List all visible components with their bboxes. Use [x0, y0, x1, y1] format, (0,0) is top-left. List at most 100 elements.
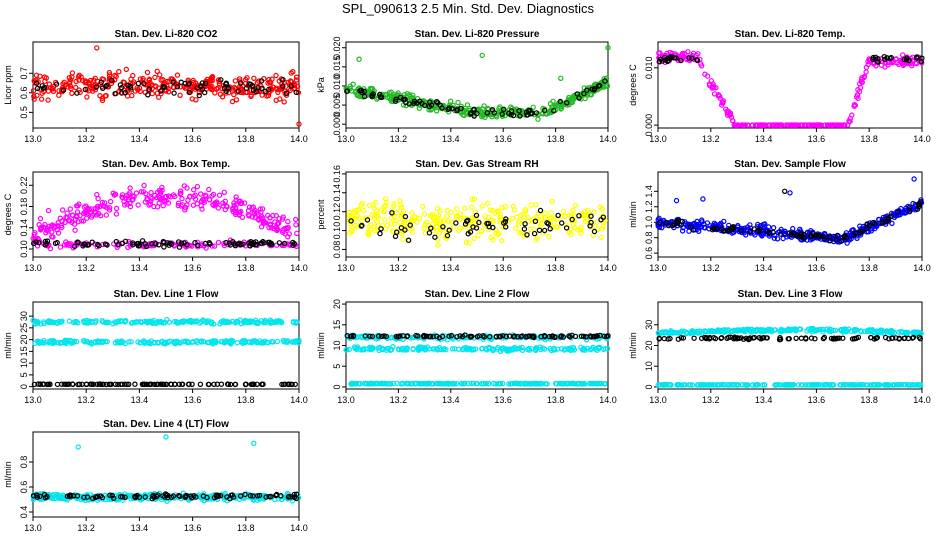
- data-point: [103, 212, 110, 218]
- data-point: [399, 230, 405, 237]
- data-point: [719, 226, 725, 233]
- data-point: [679, 218, 686, 225]
- data-point: [463, 239, 469, 245]
- data-point: [157, 196, 164, 203]
- data-point: [273, 212, 279, 219]
- data-point: [281, 99, 287, 105]
- data-point: [129, 240, 136, 246]
- data-point: [502, 203, 508, 210]
- data-point: [281, 240, 288, 247]
- data-point: [231, 200, 237, 206]
- y-axis-label: ml/min: [628, 332, 638, 359]
- chart-title: Stan. Dev. Line 1 Flow: [114, 289, 219, 300]
- x-tick-label: 13.4: [442, 395, 460, 405]
- data-point: [106, 69, 113, 76]
- data-point: [33, 72, 40, 79]
- data-point: [421, 211, 428, 217]
- data-point: [546, 233, 552, 240]
- x-tick-label: 14.0: [599, 395, 617, 405]
- data-point: [114, 244, 120, 250]
- data-point: [350, 81, 356, 87]
- data-point: [155, 94, 162, 100]
- y-axis-label: degrees C: [3, 193, 13, 235]
- data-point: [493, 230, 499, 236]
- y-tick-label: 30: [19, 311, 29, 321]
- data-point: [154, 204, 161, 210]
- data-point: [524, 232, 530, 238]
- data-point: [95, 195, 101, 202]
- data-point: [171, 84, 177, 91]
- data-point: [698, 63, 705, 69]
- data-point: [389, 210, 395, 216]
- data-point: [197, 191, 204, 197]
- data-point: [528, 202, 534, 208]
- data-point: [679, 228, 686, 234]
- data-point: [798, 335, 805, 341]
- y-tick-label: 0.8: [19, 456, 29, 469]
- data-point: [241, 200, 248, 206]
- data-point: [909, 62, 915, 69]
- plot-frame: [657, 301, 923, 390]
- data-point: [222, 198, 228, 204]
- y-tick-label: 15: [332, 320, 342, 330]
- data-point: [264, 93, 270, 99]
- data-point: [382, 217, 388, 223]
- data-point: [288, 70, 294, 76]
- y-axis-label: ml/min: [316, 332, 326, 359]
- data-point: [274, 227, 280, 234]
- y-axis-label: Licor ppm: [3, 65, 13, 105]
- data-point: [137, 88, 143, 95]
- data-point: [490, 224, 496, 231]
- data-point: [479, 203, 485, 209]
- outlier-point: [479, 52, 485, 59]
- x-tick-label: 14.0: [290, 395, 308, 405]
- data-point: [123, 66, 130, 73]
- data-point: [510, 112, 517, 119]
- data-point: [572, 202, 578, 209]
- data-point: [116, 68, 122, 75]
- data-point: [667, 54, 674, 60]
- data-point: [851, 232, 857, 238]
- data-point: [439, 105, 445, 111]
- data-point: [428, 102, 435, 108]
- data-point: [738, 228, 744, 234]
- data-point: [517, 113, 523, 119]
- y-tick-label: 10: [644, 361, 654, 371]
- data-point: [203, 193, 209, 199]
- data-point: [161, 244, 167, 250]
- data-point: [770, 224, 777, 231]
- data-point: [906, 208, 913, 215]
- data-point: [475, 232, 481, 238]
- y-tick-label: 0.22: [19, 177, 29, 195]
- data-point: [174, 72, 181, 78]
- data-point: [446, 219, 452, 225]
- y-tick-label: 0.6: [19, 481, 29, 494]
- data-point: [366, 229, 372, 236]
- data-point: [199, 206, 205, 212]
- data-point: [790, 225, 796, 232]
- data-point: [895, 211, 902, 218]
- x-tick-label: 13.4: [131, 395, 149, 405]
- data-point: [175, 239, 182, 245]
- data-point: [171, 242, 178, 248]
- data-point: [402, 227, 408, 233]
- data-point: [78, 218, 85, 224]
- data-point: [687, 224, 694, 230]
- x-tick-label: 13.2: [390, 395, 408, 405]
- data-point: [54, 227, 60, 233]
- data-point: [99, 85, 106, 92]
- y-tick-label: 20: [644, 340, 654, 350]
- data-point: [393, 96, 399, 102]
- chart-title: Stan. Dev. Sample Flow: [734, 159, 846, 170]
- data-point: [793, 335, 799, 341]
- data-point: [469, 196, 475, 202]
- x-tick-label: 13.6: [494, 263, 512, 273]
- data-point: [521, 226, 528, 232]
- data-point: [528, 110, 534, 117]
- page-title: SPL_090613 2.5 Min. Std. Dev. Diagnostic…: [342, 1, 594, 16]
- x-tick-label: 13.6: [808, 134, 826, 144]
- data-point: [384, 91, 390, 98]
- data-point: [735, 122, 741, 128]
- data-point: [249, 214, 255, 220]
- data-point: [396, 197, 403, 204]
